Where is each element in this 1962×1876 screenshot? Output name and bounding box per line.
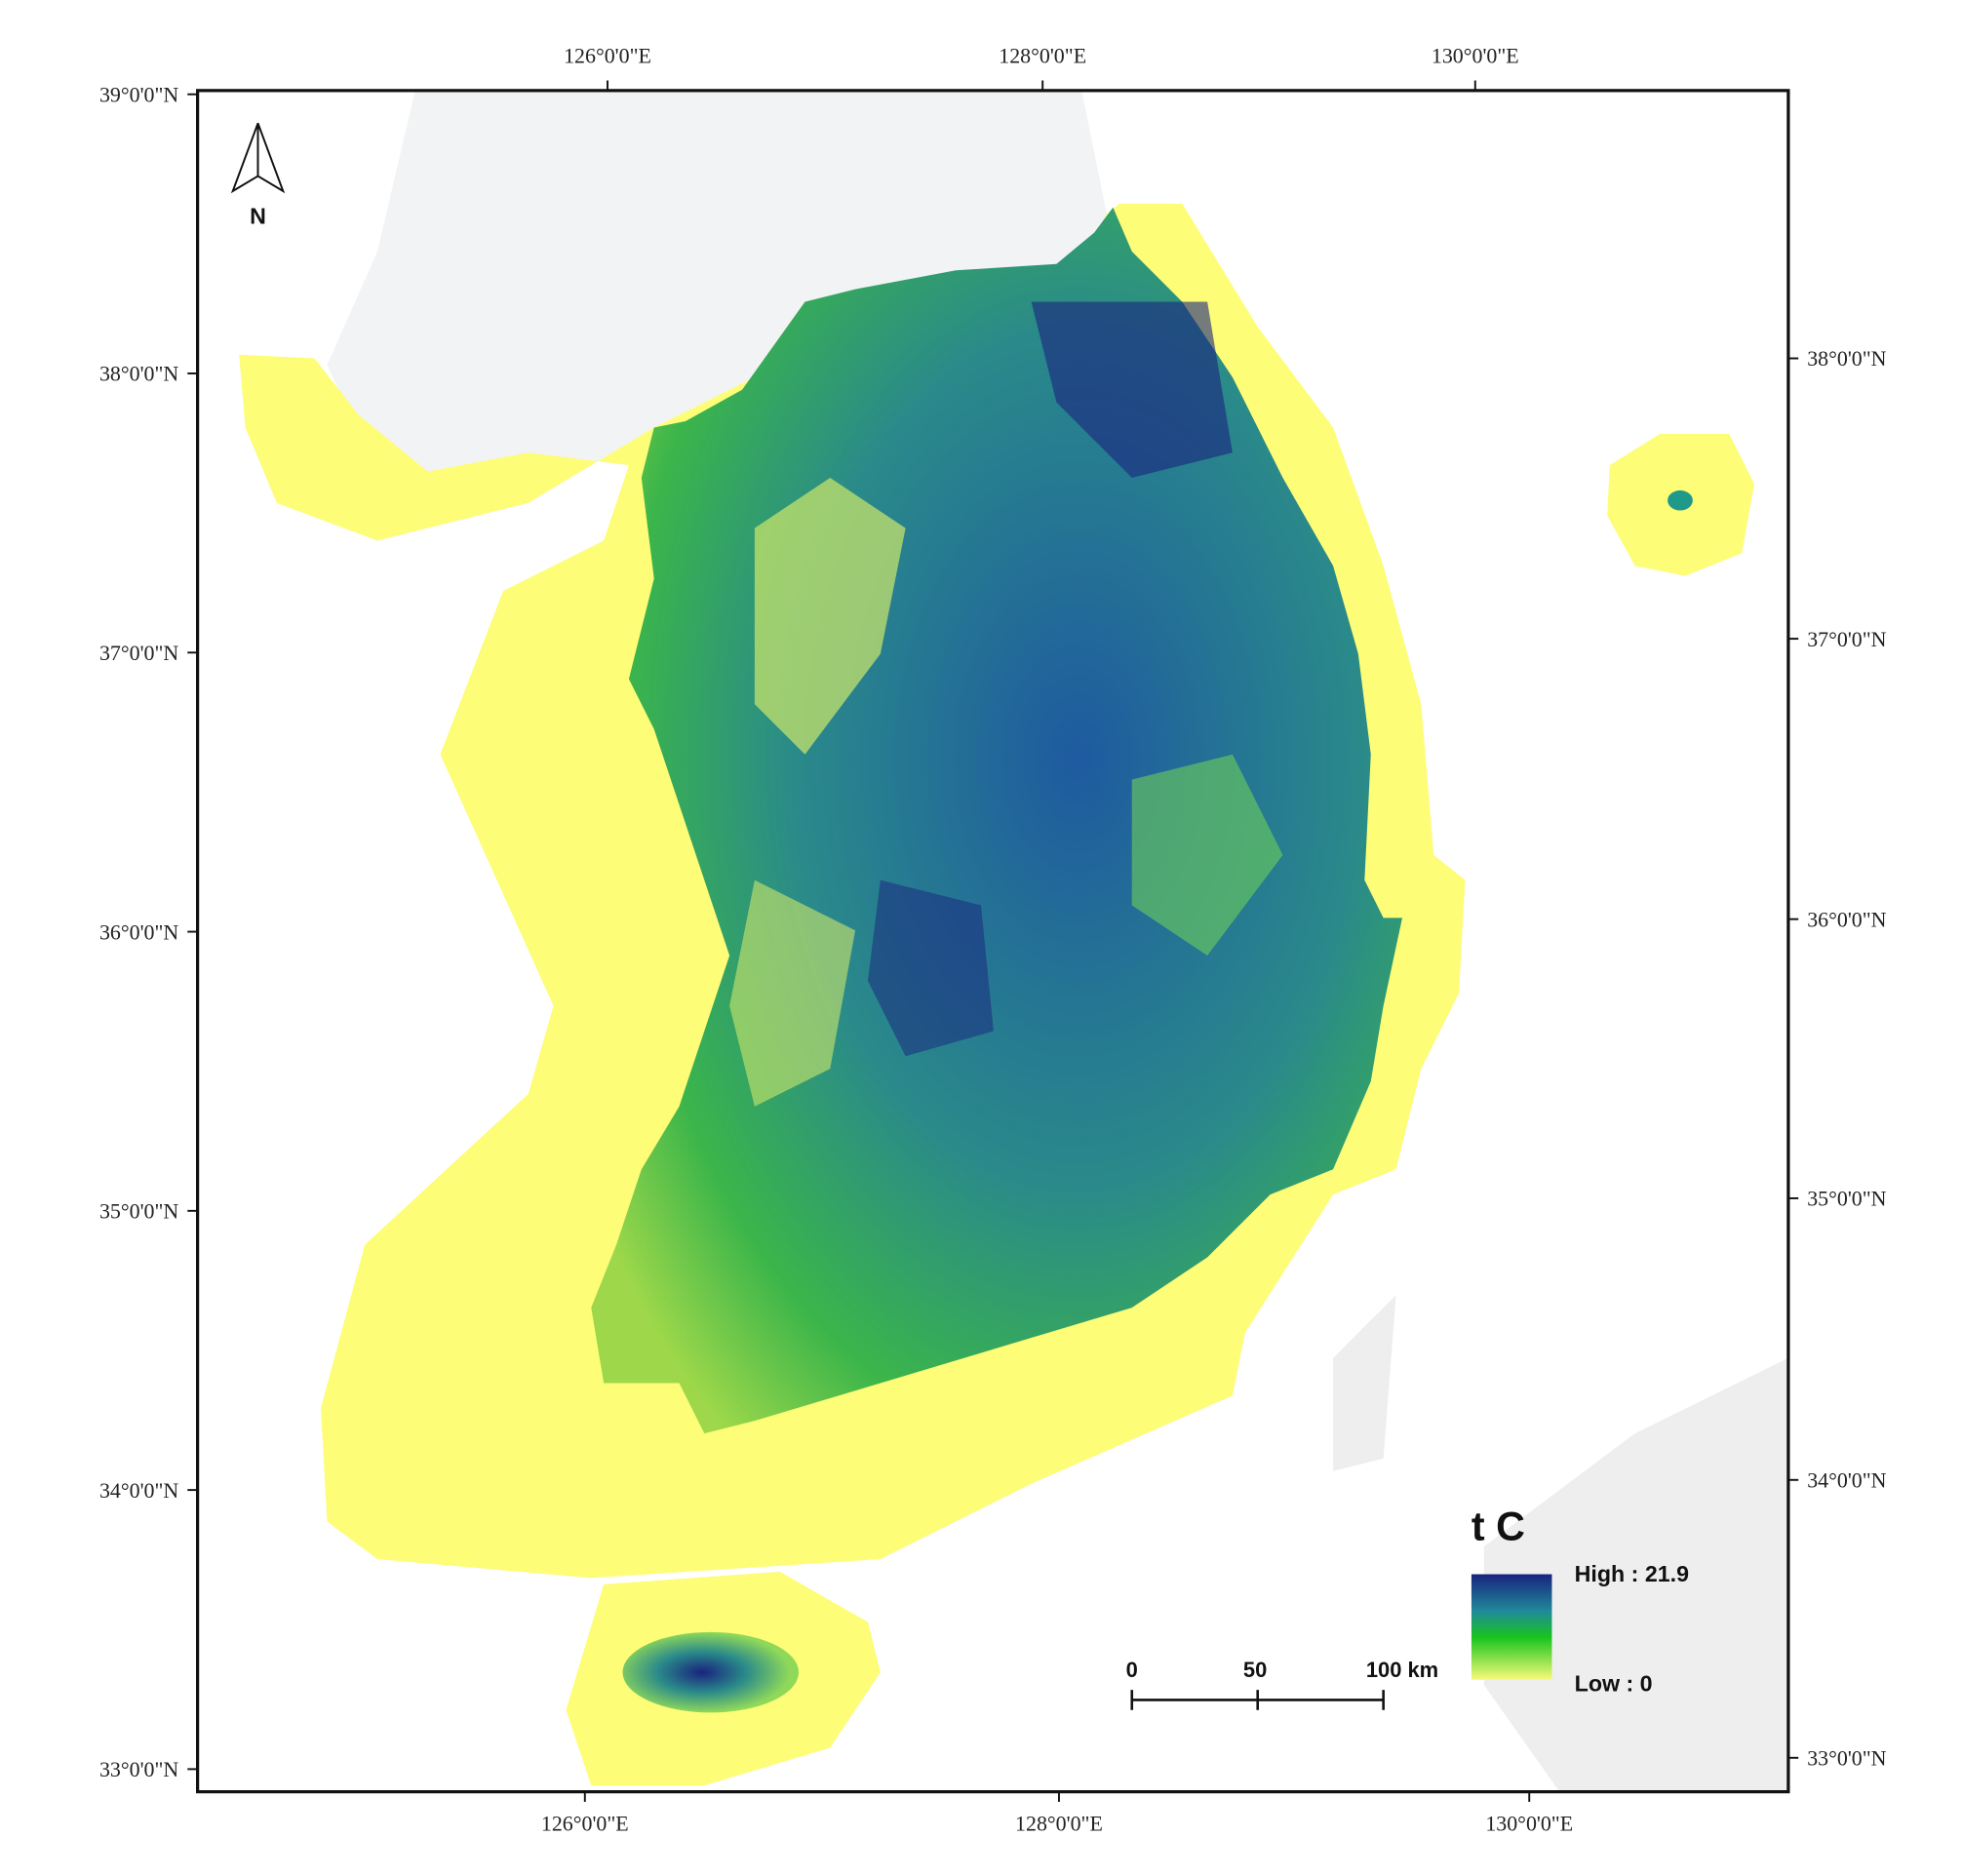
low-carbon-area [729, 879, 856, 1107]
left-latitude-label: 34°0'0"N [99, 1478, 178, 1503]
legend-ramp [1471, 1574, 1552, 1680]
map-body [197, 90, 1788, 1792]
bottom-longitude-label: 126°0'0"E [541, 1812, 629, 1836]
bottom-longitude-label: 130°0'0"E [1485, 1812, 1573, 1836]
scale-bar [1130, 1690, 1385, 1710]
scale-label: 0 [1126, 1658, 1138, 1682]
bottom-longitude-label: 128°0'0"E [1015, 1812, 1103, 1836]
left-latitude-label: 37°0'0"N [99, 641, 178, 665]
jeju-island [622, 1631, 800, 1713]
left-latitude-label: 36°0'0"N [99, 919, 178, 944]
high-carbon-area [1031, 301, 1233, 479]
north-land [327, 90, 1107, 479]
top-longitude-label: 130°0'0"E [1432, 43, 1519, 67]
legend-high: High : 21.9 [1575, 1561, 1689, 1586]
legend-title: t C [1472, 1505, 1525, 1549]
left-latitude-label: 33°0'0"N [99, 1757, 178, 1781]
right-latitude-label: 36°0'0"N [1807, 907, 1886, 931]
right-latitude-label: 35°0'0"N [1807, 1187, 1886, 1211]
right-latitude-label: 38°0'0"N [1807, 346, 1886, 371]
north-arrow: N [230, 123, 286, 229]
map-frame [196, 89, 1790, 1794]
north-arrow-right [256, 123, 286, 194]
right-latitude-label: 34°0'0"N [1807, 1468, 1886, 1493]
top-longitude-label: 126°0'0"E [564, 43, 651, 67]
legend: t C High : 21.9 Low : 0 [1471, 1505, 1689, 1696]
tsushima [1333, 1295, 1396, 1471]
legend-low: Low : 0 [1575, 1670, 1653, 1696]
left-latitude-label: 38°0'0"N [99, 362, 178, 386]
mid-carbon-area [1131, 754, 1283, 957]
low-carbon-area [754, 478, 906, 755]
north-label: N [250, 204, 266, 229]
top-longitude-label: 128°0'0"E [999, 43, 1086, 67]
left-latitude-label: 39°0'0"N [99, 82, 178, 106]
ulleung-island [1668, 489, 1693, 511]
left-latitude-label: 35°0'0"N [99, 1199, 178, 1224]
scale-label: 100 km [1366, 1658, 1438, 1682]
high-carbon-area [867, 879, 994, 1057]
japan-land [1483, 1357, 1788, 1792]
right-latitude-label: 33°0'0"N [1807, 1746, 1886, 1771]
scale-label: 50 [1243, 1658, 1267, 1682]
right-latitude-label: 37°0'0"N [1807, 627, 1886, 651]
